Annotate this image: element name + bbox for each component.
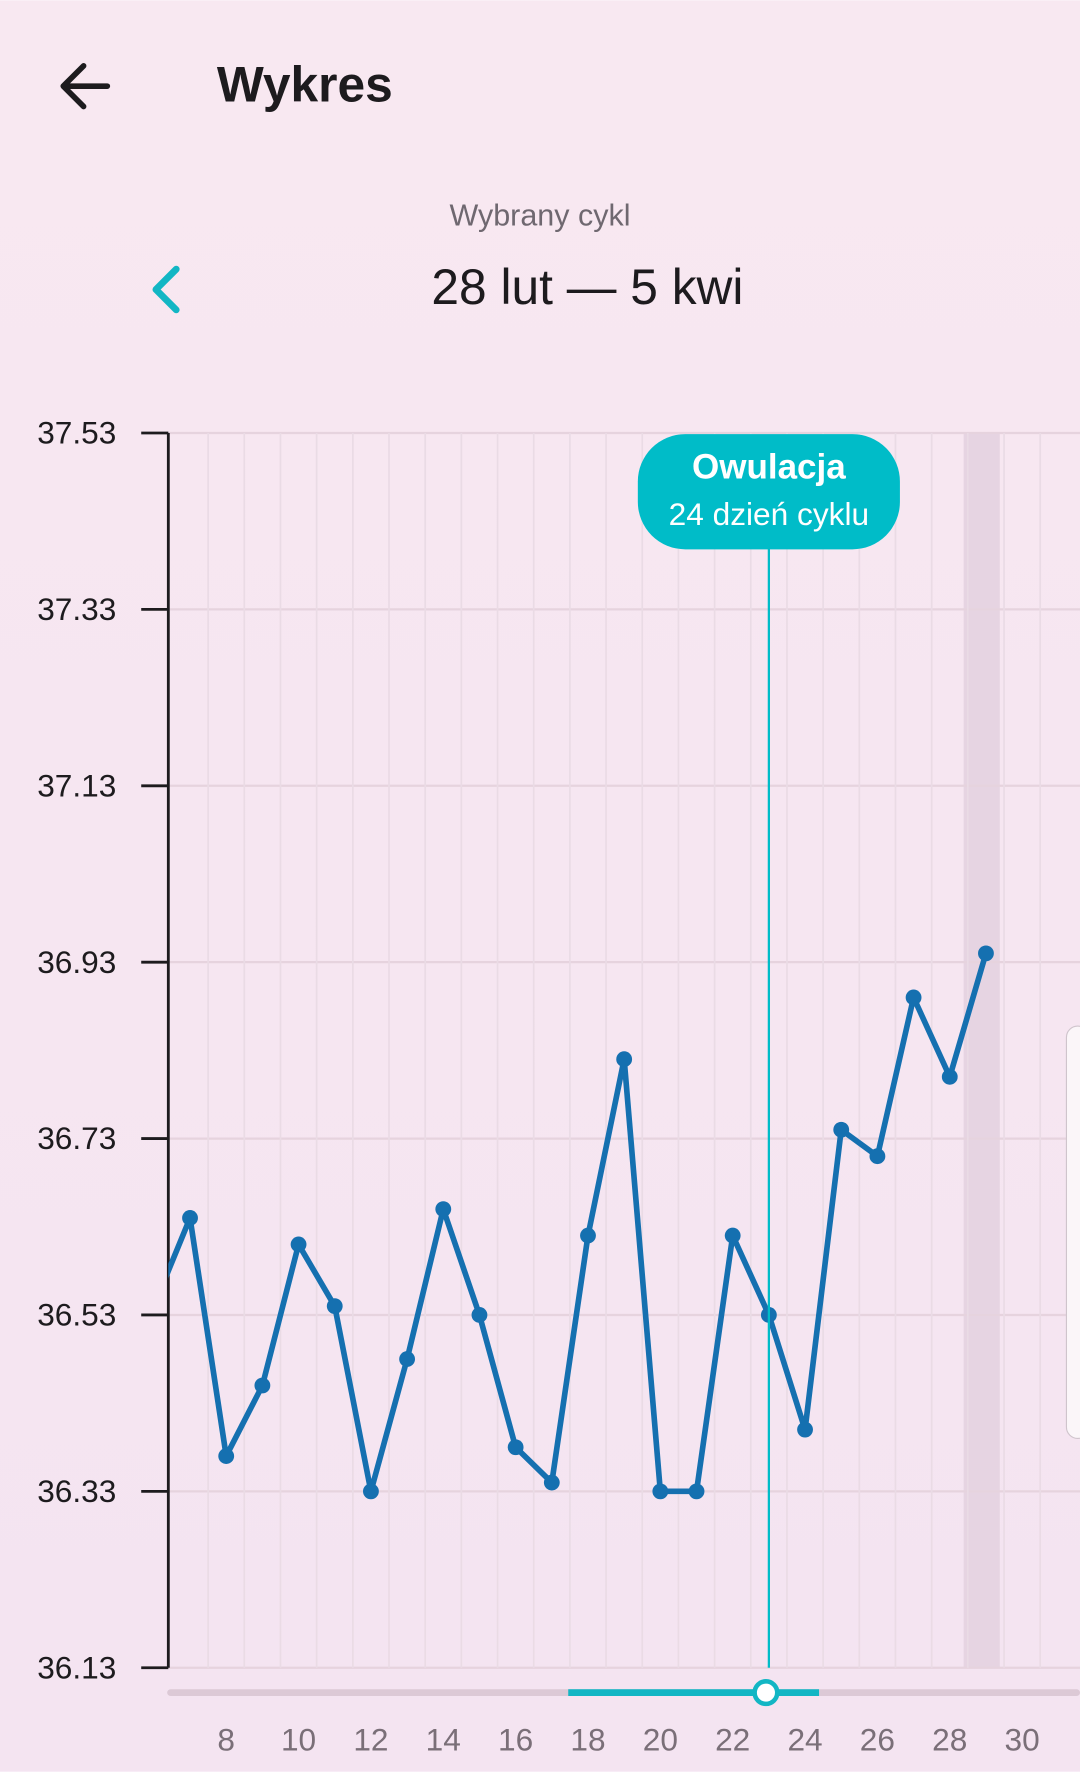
slider-range[interactable] [568, 1689, 820, 1696]
data-point [290, 1236, 307, 1253]
data-point [724, 1227, 741, 1244]
data-point [363, 1483, 379, 1500]
data-point [616, 1051, 633, 1068]
data-point [688, 1483, 705, 1500]
y-tick-label: 36.33 [37, 1473, 116, 1509]
today-column [963, 432, 1000, 1668]
y-tick-label: 36.13 [37, 1649, 116, 1685]
side-handle[interactable] [1065, 1025, 1080, 1439]
x-tick-label: 12 [353, 1722, 388, 1758]
ovulation-text: 24 dzień cyklu [669, 496, 869, 532]
data-point [435, 1201, 452, 1218]
back-button[interactable] [60, 63, 111, 110]
data-point [218, 1448, 235, 1464]
ovulation-badge [637, 434, 900, 550]
x-tick-label: 8 [217, 1722, 235, 1758]
data-point [941, 1068, 958, 1085]
data-point [507, 1439, 524, 1456]
data-point [326, 1298, 343, 1315]
x-tick-label: 14 [426, 1722, 461, 1758]
data-point [869, 1148, 886, 1165]
y-tick-label: 36.53 [37, 1297, 116, 1333]
cycle-label: Wybrany cykl [449, 198, 630, 232]
back-arrow[interactable] [60, 63, 111, 110]
ovulation-title: Owulacja [692, 447, 846, 486]
y-tick-label: 36.93 [37, 944, 116, 980]
data-point [471, 1307, 488, 1323]
data-point [978, 945, 994, 962]
x-tick-label: 16 [498, 1722, 533, 1758]
x-tick-label: 10 [281, 1722, 316, 1758]
x-tick-label: 30 [1005, 1722, 1040, 1758]
x-tick-label: 28 [932, 1722, 967, 1758]
data-point [905, 989, 922, 1006]
prev-cycle[interactable] [152, 265, 180, 314]
x-tick-label: 26 [860, 1722, 895, 1758]
cycle-range: 28 lut — 5 kwi [431, 259, 743, 315]
y-tick-label: 36.73 [37, 1120, 116, 1156]
data-point [580, 1227, 596, 1244]
y-tick-label: 37.13 [37, 767, 116, 803]
x-tick-label: 24 [787, 1722, 822, 1758]
x-tick-label: 20 [643, 1722, 678, 1758]
data-point [254, 1377, 271, 1394]
x-tick-label: 18 [570, 1722, 605, 1758]
slider-knob[interactable] [752, 1679, 780, 1707]
data-point [797, 1421, 813, 1438]
page-title: Wykres [217, 57, 393, 113]
data-point [833, 1121, 850, 1138]
y-tick-label: 37.53 [37, 415, 116, 451]
data-point [182, 1210, 198, 1226]
x-tick-label: 22 [715, 1722, 750, 1758]
y-tick-label: 37.33 [37, 591, 116, 627]
data-point [652, 1483, 669, 1500]
data-point [399, 1351, 416, 1367]
data-point [543, 1474, 560, 1491]
